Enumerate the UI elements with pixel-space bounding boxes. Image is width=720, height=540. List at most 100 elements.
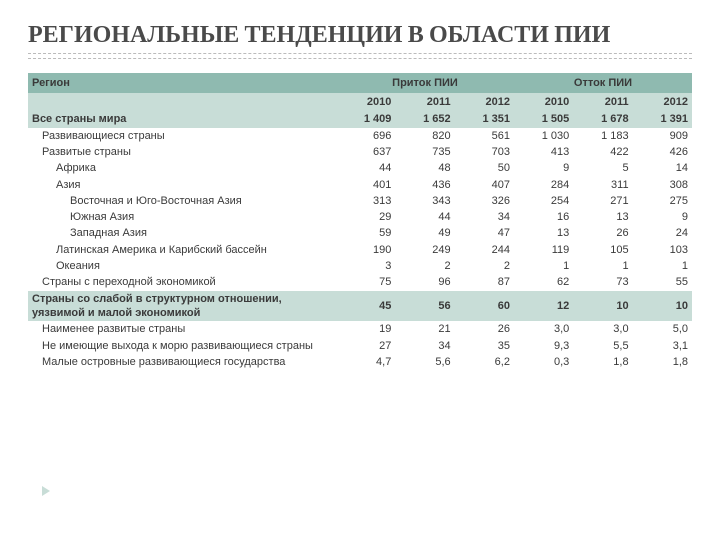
row-value: 1 391 [633,111,692,127]
table-row: Не имеющие выхода к морю развивающиеся с… [28,338,692,354]
row-value: 5,0 [633,321,692,337]
slide-arrow-icon [42,486,50,496]
row-value: 561 [455,128,514,144]
title-rule-top [28,53,692,54]
row-value: 26 [573,225,632,241]
row-value: 1,8 [573,354,632,370]
row-value: 9 [633,209,692,225]
header-year: 2010 [336,93,395,111]
header-blank [28,93,336,111]
row-value: 313 [336,193,395,209]
table-row: Южная Азия29443416139 [28,209,692,225]
row-value: 14 [633,160,692,176]
row-value: 401 [336,177,395,193]
row-value: 45 [336,291,395,322]
table-row: Латинская Америка и Карибский бассейн190… [28,242,692,258]
table-row: Африка4448509514 [28,160,692,176]
row-value: 343 [395,193,454,209]
row-value: 703 [455,144,514,160]
row-value: 249 [395,242,454,258]
table-row: Развивающиеся страны6968205611 0301 1839… [28,128,692,144]
row-value: 1 652 [395,111,454,127]
row-value: 75 [336,274,395,290]
row-value: 34 [395,338,454,354]
row-value: 254 [514,193,573,209]
row-label: Восточная и Юго-Восточная Азия [28,193,336,209]
row-value: 2 [395,258,454,274]
row-value: 190 [336,242,395,258]
table-row: Западная Азия594947132624 [28,225,692,241]
row-value: 1 678 [573,111,632,127]
header-year: 2011 [395,93,454,111]
row-value: 422 [573,144,632,160]
row-value: 119 [514,242,573,258]
row-label: Южная Азия [28,209,336,225]
row-value: 35 [455,338,514,354]
row-value: 48 [395,160,454,176]
row-label: Азия [28,177,336,193]
row-value: 13 [573,209,632,225]
row-value: 244 [455,242,514,258]
header-year: 2010 [514,93,573,111]
row-label: Не имеющие выхода к морю развивающиеся с… [28,338,336,354]
row-value: 27 [336,338,395,354]
row-value: 50 [455,160,514,176]
row-label: Океания [28,258,336,274]
row-label: Развивающиеся страны [28,128,336,144]
table-row: Страны с переходной экономикой7596876273… [28,274,692,290]
row-value: 5,5 [573,338,632,354]
row-value: 73 [573,274,632,290]
row-value: 3 [336,258,395,274]
title-rule-bottom [28,58,692,59]
row-value: 13 [514,225,573,241]
header-outflow: Отток ПИИ [514,73,692,93]
row-value: 49 [395,225,454,241]
fdi-table: Регион Приток ПИИ Отток ПИИ 2010 2011 20… [28,73,692,370]
row-value: 34 [455,209,514,225]
header-row-years: 2010 2011 2012 2010 2011 2012 [28,93,692,111]
row-value: 284 [514,177,573,193]
row-value: 56 [395,291,454,322]
row-value: 1 [573,258,632,274]
header-year: 2012 [455,93,514,111]
row-label: Страны со слабой в структурном отношении… [28,291,336,322]
row-value: 2 [455,258,514,274]
row-value: 820 [395,128,454,144]
row-value: 29 [336,209,395,225]
row-value: 44 [395,209,454,225]
slide-title: РЕГИОНАЛЬНЫЕ ТЕНДЕНЦИИ В ОБЛАСТИ ПИИ [28,20,692,49]
table-row: Азия401436407284311308 [28,177,692,193]
row-value: 4,7 [336,354,395,370]
row-value: 60 [455,291,514,322]
table-row: Восточная и Юго-Восточная Азия3133433262… [28,193,692,209]
row-value: 413 [514,144,573,160]
row-value: 326 [455,193,514,209]
row-value: 3,1 [633,338,692,354]
row-value: 735 [395,144,454,160]
row-value: 5 [573,160,632,176]
row-value: 9,3 [514,338,573,354]
header-year: 2011 [573,93,632,111]
row-value: 1 030 [514,128,573,144]
table-row: Развитые страны637735703413422426 [28,144,692,160]
row-value: 426 [633,144,692,160]
row-value: 55 [633,274,692,290]
row-value: 0,3 [514,354,573,370]
row-value: 105 [573,242,632,258]
row-value: 103 [633,242,692,258]
row-value: 59 [336,225,395,241]
row-value: 1 505 [514,111,573,127]
table-row: Малые островные развивающиеся государств… [28,354,692,370]
row-value: 1,8 [633,354,692,370]
row-label: Западная Азия [28,225,336,241]
row-value: 62 [514,274,573,290]
row-value: 3,0 [573,321,632,337]
row-value: 9 [514,160,573,176]
header-region: Регион [28,73,336,93]
row-label: Африка [28,160,336,176]
row-value: 12 [514,291,573,322]
row-value: 271 [573,193,632,209]
row-value: 44 [336,160,395,176]
row-value: 909 [633,128,692,144]
row-value: 3,0 [514,321,573,337]
